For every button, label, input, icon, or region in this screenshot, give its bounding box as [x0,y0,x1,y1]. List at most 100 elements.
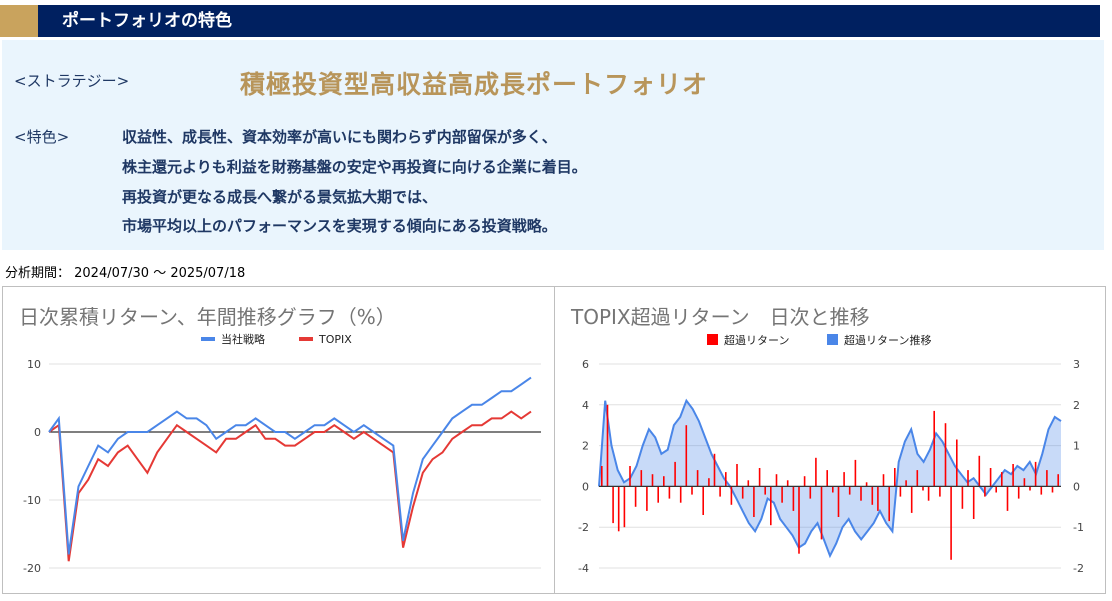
legend-label: 超過リターン [724,333,789,347]
excess-bar [978,455,981,487]
excess-bar [843,472,845,487]
excess-bar [702,486,704,515]
y2-tick-label: 0 [1073,480,1080,493]
section-header: ポートフォリオの特色 [0,5,1100,37]
excess-bar [803,476,806,487]
series-line [48,410,532,562]
excess-bar [820,486,823,540]
excess-bar [1040,486,1043,495]
y-tick-label: -2 [578,521,589,534]
excess-bar [758,468,761,487]
excess-bar [1012,464,1014,487]
excess-bar [1006,486,1009,511]
description-panel [2,40,1104,250]
legend-swatch [201,337,215,341]
excess-bar [972,486,975,519]
chart-title: TOPIX超過リターン 日次と推移 [571,305,870,329]
excess-bar [956,439,958,487]
excess-bar [1001,472,1003,487]
excess-bar [989,468,992,487]
excess-bar [865,482,868,487]
y-tick-label: 4 [582,399,589,412]
excess-bar [685,425,688,487]
excess-bar [888,486,890,522]
legend-swatch [827,334,838,345]
excess-bar [679,486,682,503]
excess-bar [713,453,716,487]
y-tick-label: 0 [582,480,589,493]
excess-bar [815,457,817,487]
legend-label: 超過リターン推移 [844,333,931,347]
excess-bar [922,486,924,491]
excess-bar [640,470,643,487]
excess-bar [606,404,609,487]
y-tick-label: 10 [27,358,41,371]
analysis-period: 分析期間： 2024/07/30 〜 2025/07/18 [5,266,246,281]
excess-bar [1057,474,1059,487]
y2-tick-label: 3 [1073,358,1080,371]
legend-label: TOPIX [318,333,352,346]
legend-swatch [707,334,718,345]
excess-bar [1023,478,1026,487]
excess-return-plot: 6 4 2 0 -2 -4 3 2 1 0 -1 -2 超過リターン 超過リターン推移 [578,333,1084,575]
excess-bar [910,486,913,513]
excess-bar [781,486,783,503]
excess-bar [741,486,744,499]
excess-return-chart: TOPIX超過リターン 日次と推移 6 4 2 0 -2 -4 3 2 1 0 -1 -2 超過リターン… [554,286,1106,594]
excess-bar [927,486,930,501]
cumulative-return-chart: 日次累積リターン、年間推移グラフ（%） 10 0 -10 -20 当社戦略 TOPIX [2,286,555,594]
excess-bar [860,486,862,501]
y2-tick-label: -1 [1073,521,1084,534]
excess-bar [899,486,902,497]
excess-bar [877,486,879,511]
excess-bar [1051,486,1054,493]
excess-bar [651,474,654,487]
excess-bar [939,486,941,497]
area-fill [599,400,1061,556]
legend-label: 当社戦略 [221,332,265,346]
y-tick-label: -20 [23,562,41,575]
excess-bar [832,486,834,493]
excess-bar [601,466,603,487]
header-accent [0,5,38,37]
excess-bar [674,461,676,487]
feature-line: 市場平均以上のパフォーマンスを実現する傾向にある投資戦略。 [122,217,557,235]
excess-bar [826,470,828,487]
area-line [598,398,1062,559]
excess-bar [944,423,947,487]
features-label: <特色> [14,128,70,146]
excess-bar [1017,486,1020,499]
excess-bar [657,486,659,503]
excess-bar [894,468,896,487]
excess-bar [1034,461,1037,487]
excess-bar [950,486,952,560]
excess-bar [786,480,789,487]
excess-bar [882,474,885,487]
excess-bar [696,470,699,487]
y-tick-label: 2 [582,440,589,453]
excess-bar [798,486,800,554]
excess-bar [629,466,631,487]
y-tick-label: 6 [582,358,589,371]
excess-bar [730,486,733,505]
excess-bar [916,470,919,487]
excess-bar [1029,486,1031,491]
y-tick-label: -4 [578,562,589,575]
excess-bar [984,486,986,497]
excess-bar [623,486,626,528]
excess-bar [837,486,840,517]
excess-bar [646,486,648,511]
excess-bar [770,486,772,526]
excess-bar [809,486,812,499]
strategy-name: 積極投資型高収益高成長ポートフォリオ [240,70,709,99]
excess-bar [747,480,750,487]
excess-bar [617,486,620,532]
chart-title: 日次累積リターン、年間推移グラフ（%） [19,305,396,329]
feature-line: 再投資が更なる成長へ繋がる景気拡大期では、 [122,188,438,206]
excess-bar [719,486,721,497]
strategy-label: <ストラテジー> [14,72,130,90]
header-title: ポートフォリオの特色 [62,11,232,31]
legend-swatch [299,337,313,341]
excess-bar [708,478,710,487]
excess-bar [792,486,795,511]
